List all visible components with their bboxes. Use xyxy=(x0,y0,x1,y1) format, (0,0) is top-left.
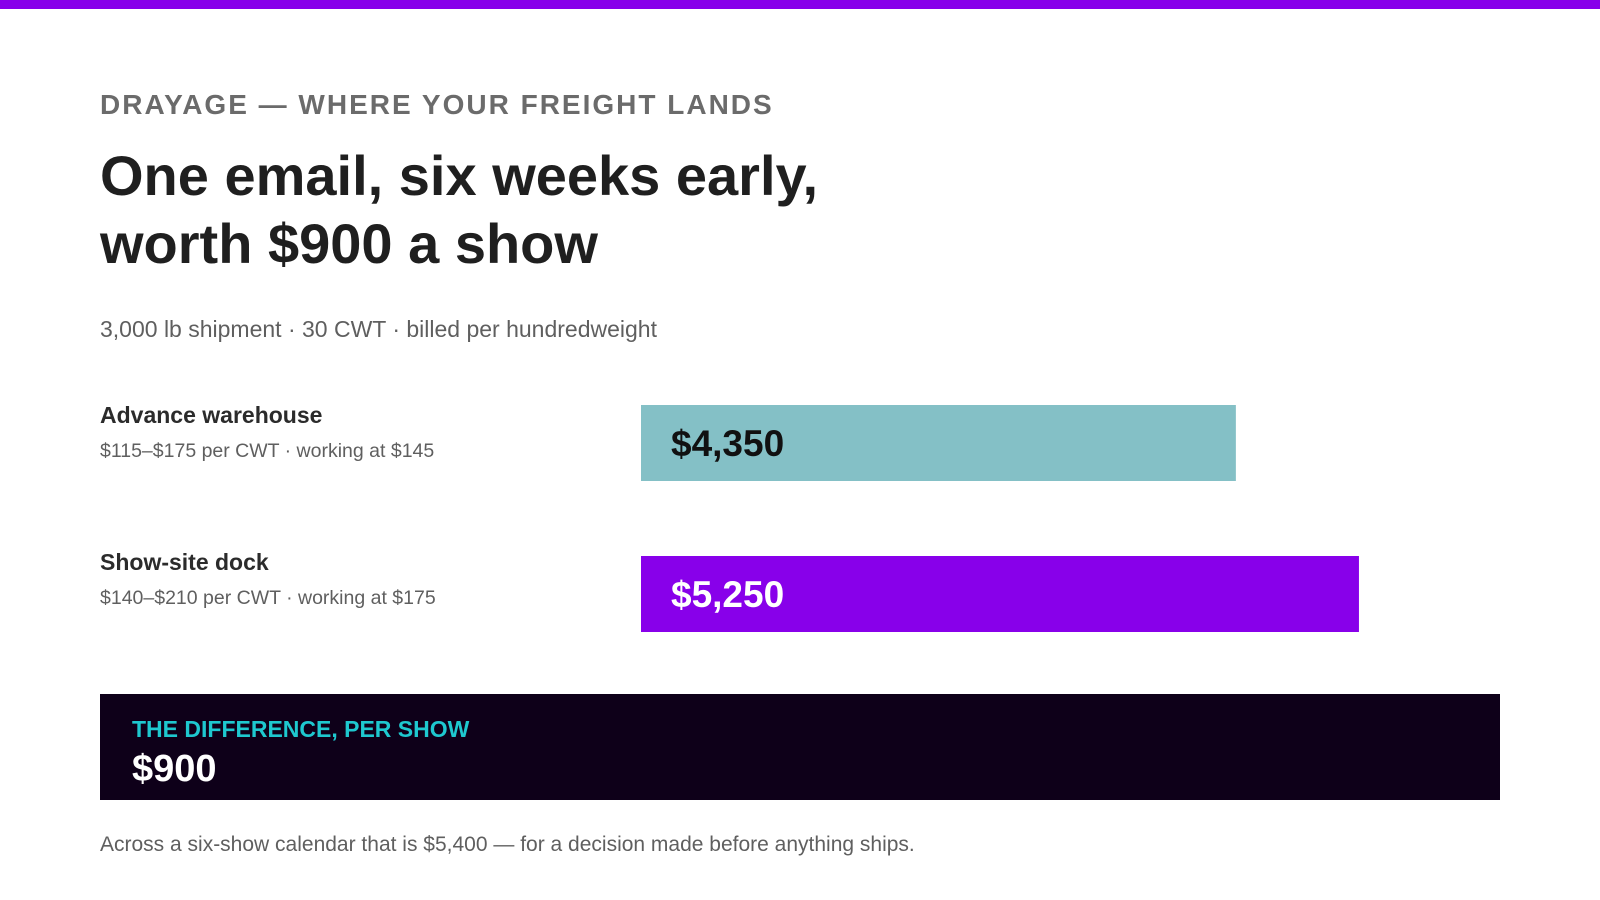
headline-line-1: One email, six weeks early, xyxy=(100,144,819,207)
difference-panel: THE DIFFERENCE, PER SHOW $900 xyxy=(100,694,1500,800)
footnote: Across a six-show calendar that is $5,40… xyxy=(100,833,915,856)
shipment-subtitle: 3,000 lb shipment · 30 CWT · billed per … xyxy=(100,316,657,342)
headline: One email, six weeks early, worth $900 a… xyxy=(100,142,920,278)
category-label-advance-warehouse: Advance warehouse xyxy=(100,402,323,428)
bar-advance-warehouse xyxy=(641,405,1236,481)
bar-value-label-advance-warehouse: $4,350 xyxy=(671,423,784,464)
category-label-show-site-dock: Show-site dock xyxy=(100,549,269,575)
bar-value-label-show-site-dock: $5,250 xyxy=(671,574,784,615)
category-detail-advance-warehouse: $115–$175 per CWT · working at $145 xyxy=(100,440,435,462)
difference-label: THE DIFFERENCE, PER SHOW xyxy=(132,716,470,742)
top-accent-stripe xyxy=(0,0,1600,9)
category-detail-show-site-dock: $140–$210 per CWT · working at $175 xyxy=(100,587,436,609)
headline-line-2: worth $900 a show xyxy=(100,212,598,275)
difference-value: $900 xyxy=(132,748,217,790)
bar-show-site-dock xyxy=(641,556,1359,632)
eyebrow-title: DRAYAGE — WHERE YOUR FREIGHT LANDS xyxy=(100,89,774,120)
